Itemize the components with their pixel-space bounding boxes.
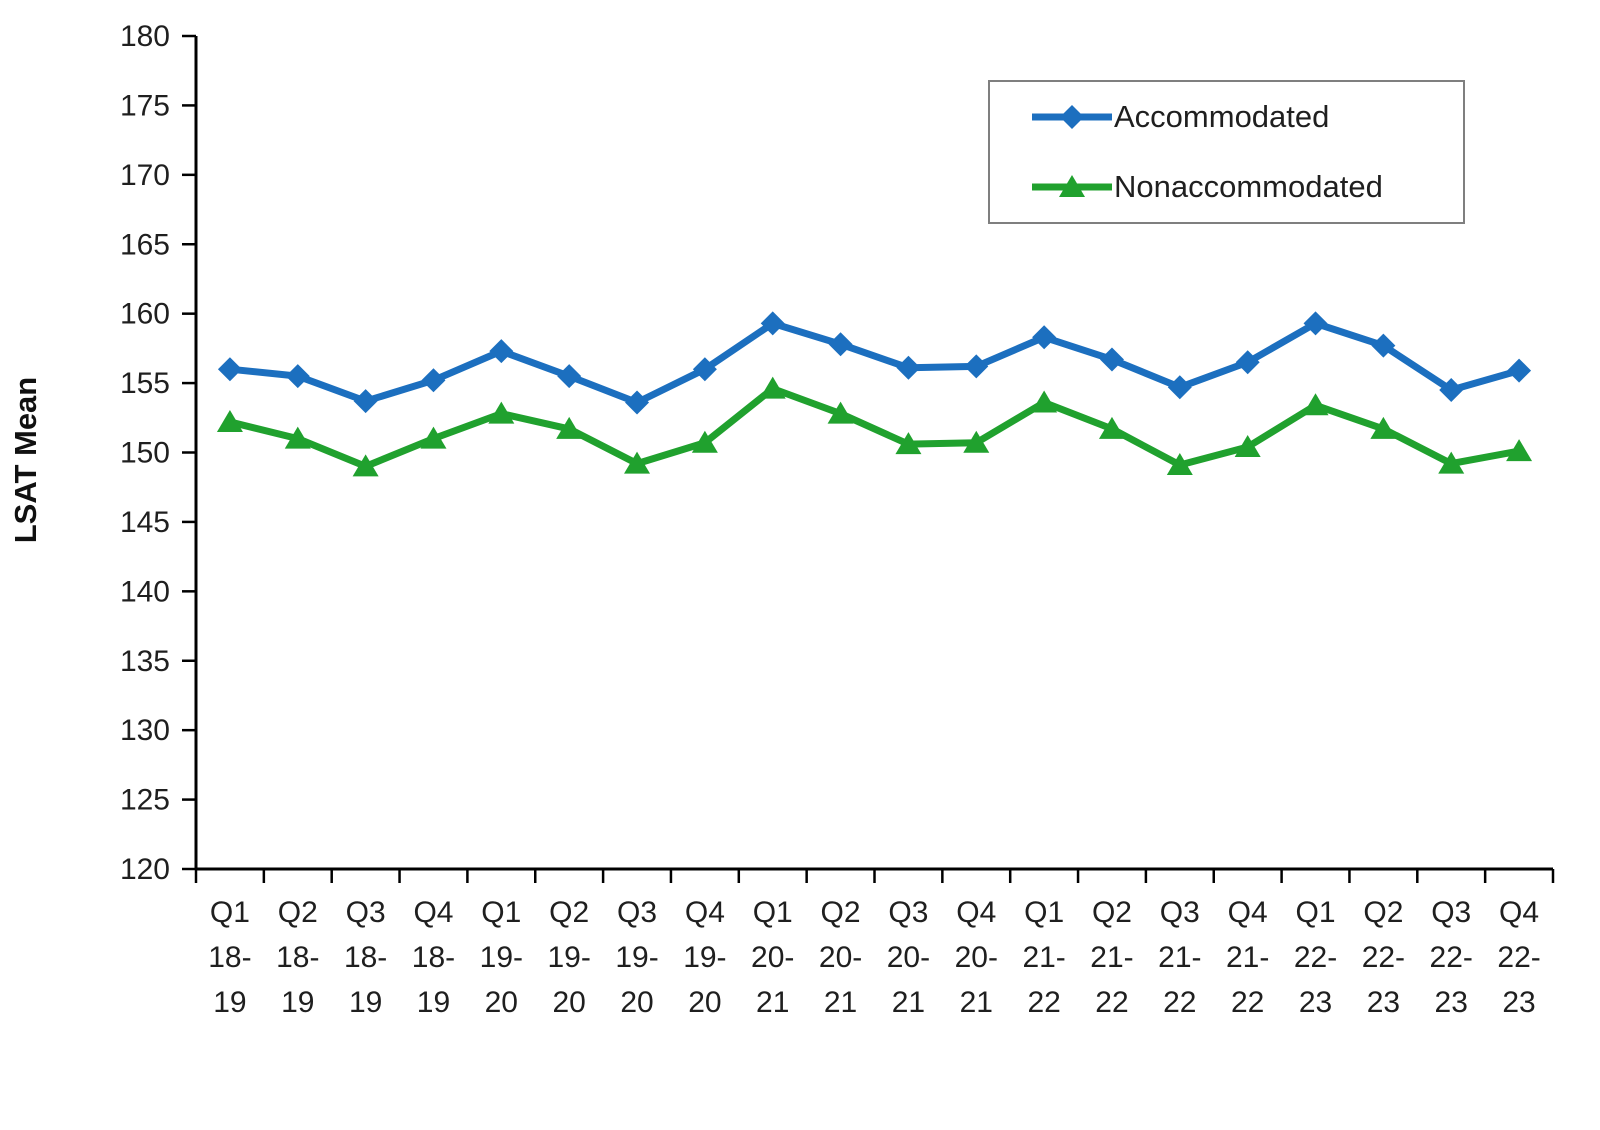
diamond-marker [285,364,310,389]
diamond-marker [353,389,378,414]
series-nonaccommodated [216,376,1533,477]
x-category-label: Q4 20-21 [955,896,998,1019]
x-category-label: Q4 22-23 [1497,896,1540,1019]
diamond-marker [964,354,989,379]
series-line [229,385,1520,470]
y-tick-label: 150 [120,437,170,470]
triangle-marker [488,401,515,424]
x-category-label: Q2 21-22 [1090,896,1133,1019]
x-category-label: Q2 18-19 [276,896,319,1019]
y-tick-label: 135 [120,645,170,678]
series-line [229,319,1521,407]
x-category-label: Q3 19-20 [615,896,658,1019]
y-tick-label: 180 [120,20,170,53]
diamond-marker [1167,375,1192,400]
triangle-marker [1059,175,1085,197]
x-category-label: Q1 18-19 [208,896,251,1019]
diamond-marker [1371,333,1396,358]
x-category-label: Q4 21-22 [1226,896,1269,1019]
triangle-marker [827,401,854,424]
triangle-marker [556,416,583,439]
legend-item-accommodated: Accommodated [1030,99,1463,135]
plot-area: 120 125 130 135 140 145 150 155 160 165 170 175 180 Q… [120,20,1555,1019]
diamond-marker [692,357,717,382]
triangle-marker [759,376,786,399]
x-category-label: Q2 19-20 [547,896,590,1019]
diamond-marker [489,339,514,364]
triangle-marker [1098,416,1125,439]
triangle-marker [1302,393,1329,416]
diamond-marker [1507,358,1532,383]
y-tick-label: 170 [120,159,170,192]
diamond-marker [625,390,650,415]
diamond-marker [760,311,785,336]
y-tick-label: 145 [120,506,170,539]
diamond-marker [421,368,446,393]
triangle-marker [963,430,990,453]
legend-item-nonaccommodated: Nonaccommodated [1030,169,1463,205]
diamond-marker [828,332,853,357]
x-category-label: Q1 20-21 [751,896,794,1019]
triangle-marker [1438,451,1465,474]
x-category-label: Q3 20-21 [887,896,930,1019]
x-category-label: Q4 18-19 [412,896,455,1019]
triangle-marker [352,454,379,477]
triangle-marker [284,426,311,449]
triangle-marker [1370,416,1397,439]
series-accommodated [217,311,1532,415]
diamond-marker [217,357,242,382]
triangle-marker [624,451,651,474]
y-tick-label: 175 [120,89,170,122]
triangle-marker [691,430,718,453]
y-tick-label: 165 [120,228,170,261]
y-tick-label: 160 [120,298,170,331]
triangle-marker [1031,390,1058,413]
accommodated-line-diamond-icon [1032,105,1112,129]
legend-label-accommodated: Accommodated [1114,99,1330,134]
nonaccommodated-line-triangle-icon [1032,175,1112,197]
triangle-marker [895,432,922,455]
diamond-marker [1060,105,1084,129]
x-category-label: Q3 18-19 [344,896,387,1019]
y-tick-label: 120 [120,853,170,886]
y-tick-label: 125 [120,784,170,817]
x-category-label: Q2 20-21 [819,896,862,1019]
diamond-marker [1303,311,1328,336]
x-category-label: Q1 21-22 [1022,896,1065,1019]
x-category-label: Q3 22-23 [1430,896,1473,1019]
triangle-marker [1166,452,1193,475]
diamond-marker [557,364,582,389]
diamond-marker [1235,350,1260,375]
x-category-label: Q1 22-23 [1294,896,1337,1019]
diamond-marker [1032,325,1057,350]
legend-label-nonaccommodated: Nonaccommodated [1114,169,1383,204]
triangle-marker [1506,439,1533,462]
x-category-label: Q2 22-23 [1362,896,1405,1019]
x-category-label: Q3 21-22 [1158,896,1201,1019]
x-category-label: Q4 19-20 [683,896,726,1019]
diamond-marker [1439,378,1464,403]
x-category-label: Q1 19-20 [480,896,523,1019]
y-tick-label: 155 [120,367,170,400]
triangle-marker [216,409,243,432]
legend: Accommodated Nonaccommodated [988,80,1465,224]
y-tick-label: 140 [120,575,170,608]
diamond-marker [1099,347,1124,372]
diamond-marker [896,355,921,380]
y-axis-title: LSAT Mean [8,377,43,544]
triangle-marker [420,426,447,449]
y-tick-label: 130 [120,714,170,747]
triangle-marker [1234,434,1261,457]
